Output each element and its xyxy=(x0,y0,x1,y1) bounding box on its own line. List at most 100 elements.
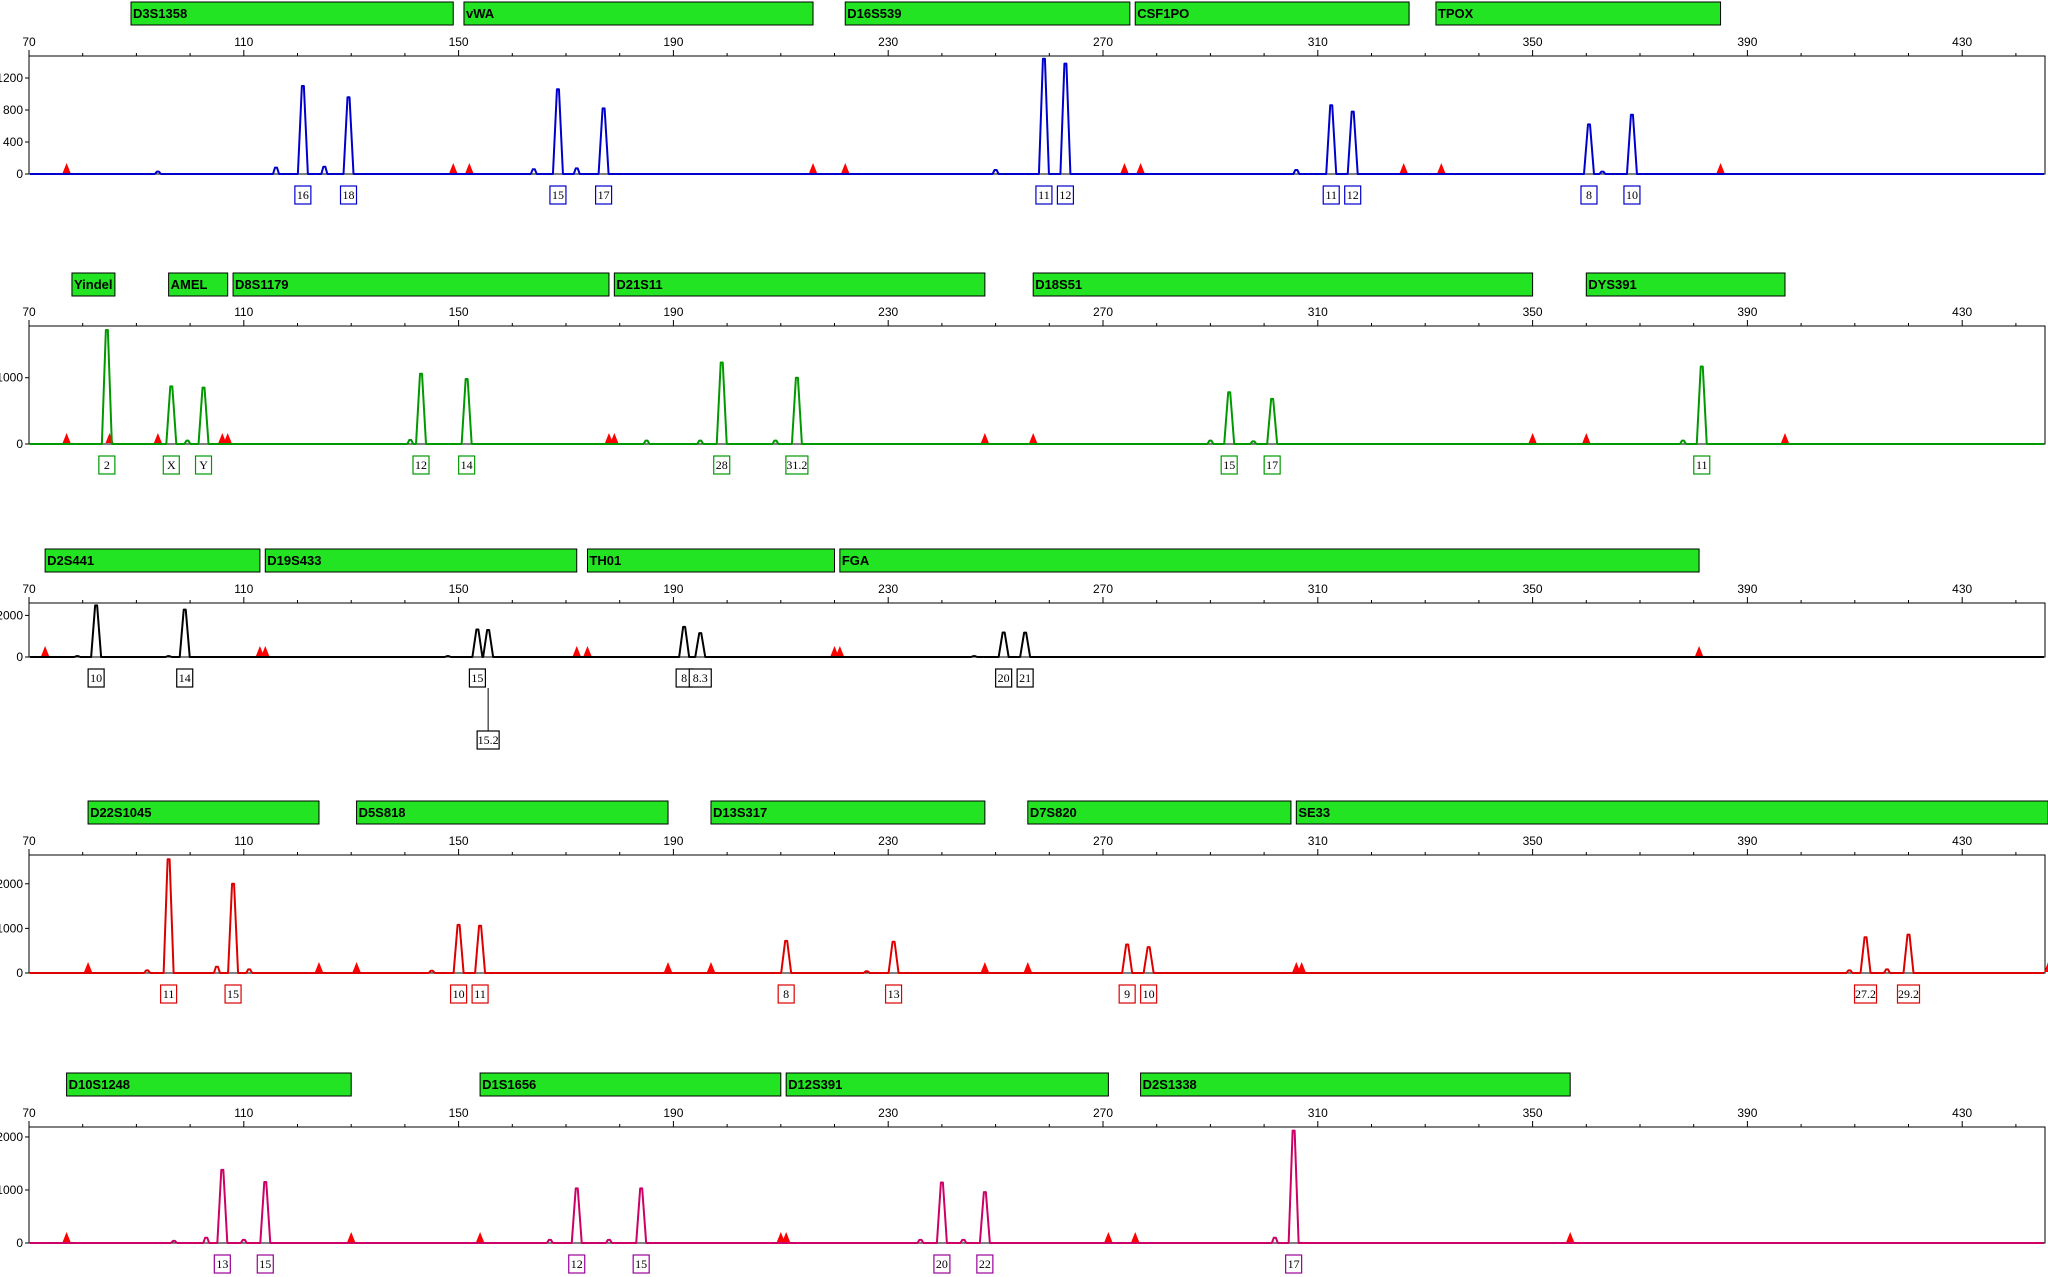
x-tick-label: 230 xyxy=(878,35,898,49)
x-tick-label: 430 xyxy=(1952,582,1972,596)
size-marker xyxy=(830,646,839,656)
allele-call-label: 11 xyxy=(1696,458,1708,472)
x-tick-label: 150 xyxy=(449,582,469,596)
allele-call-box xyxy=(1035,185,1053,205)
x-tick-label: 430 xyxy=(1952,834,1972,848)
locus-bar xyxy=(1140,1072,1571,1097)
x-tick-label: 230 xyxy=(878,582,898,596)
allele-call-box xyxy=(1853,984,1878,1004)
x-tick-label: 110 xyxy=(234,35,253,49)
size-marker xyxy=(782,1232,791,1242)
locus-label: D3S1358 xyxy=(133,6,187,21)
size-marker xyxy=(776,1232,785,1242)
allele-call-box xyxy=(213,1254,231,1274)
x-tick-label: 270 xyxy=(1093,305,1113,319)
allele-call-label: 15 xyxy=(1223,458,1235,472)
allele-call-label: 11 xyxy=(1038,188,1050,202)
locus-label: D21S11 xyxy=(616,277,662,292)
size-marker xyxy=(1437,163,1446,173)
size-marker xyxy=(809,163,818,173)
size-marker xyxy=(610,433,619,443)
x-tick-label: 270 xyxy=(1093,834,1113,848)
locus-label: SE33 xyxy=(1298,805,1330,820)
y-tick-label: 0 xyxy=(16,650,23,664)
trace-line xyxy=(30,328,2044,445)
locus-bar xyxy=(710,800,986,825)
allele-call-label: 12 xyxy=(571,1257,583,1271)
size-marker xyxy=(352,962,361,972)
locus-bar xyxy=(71,272,116,297)
x-tick-label: 390 xyxy=(1737,582,1757,596)
allele-call-label: 15 xyxy=(635,1257,647,1271)
allele-call-box xyxy=(1896,984,1921,1004)
size-marker xyxy=(1716,163,1725,173)
x-tick-label: 150 xyxy=(449,834,469,848)
allele-call-label: 14 xyxy=(461,458,473,472)
locus-label: Yindel xyxy=(74,277,113,292)
size-marker xyxy=(476,1232,485,1242)
x-tick-label: 310 xyxy=(1308,582,1328,596)
trace-line xyxy=(30,604,2044,658)
allele-call-label: 10 xyxy=(90,671,102,685)
allele-call-label: 16 xyxy=(297,188,309,202)
allele-call-label: 20 xyxy=(936,1257,948,1271)
y-tick-label: 0 xyxy=(16,167,23,181)
size-marker xyxy=(1029,433,1038,443)
size-marker xyxy=(84,962,93,972)
allele-call-box xyxy=(458,455,476,475)
locus-label: D5S818 xyxy=(359,805,406,820)
size-marker xyxy=(1136,163,1145,173)
y-tick-label: 0 xyxy=(16,437,23,451)
allele-call-label: 27.2 xyxy=(1855,987,1876,1001)
allele-call-box xyxy=(884,984,903,1004)
locus-bar xyxy=(44,548,261,573)
y-tick-label: 1000 xyxy=(0,1183,23,1197)
y-tick-label: 400 xyxy=(3,135,23,149)
locus-bar xyxy=(586,548,835,573)
allele-call-label: 11 xyxy=(1325,188,1337,202)
y-tick-label: 0 xyxy=(16,1236,23,1250)
trace-line xyxy=(30,1129,2044,1244)
allele-call-label: 11 xyxy=(163,987,175,1001)
size-marker xyxy=(41,646,50,656)
size-marker xyxy=(1695,646,1704,656)
locus-bar xyxy=(1585,272,1786,297)
y-tick-label: 2000 xyxy=(0,1130,23,1144)
plot-frame xyxy=(28,325,2046,445)
size-marker xyxy=(1582,433,1591,443)
x-tick-label: 70 xyxy=(22,35,36,49)
allele-call-box xyxy=(1285,1254,1303,1274)
allele-call-label: 17 xyxy=(1266,458,1278,472)
allele-call-box xyxy=(256,1254,274,1274)
size-marker xyxy=(62,1232,71,1242)
allele-call-box xyxy=(1118,984,1136,1004)
x-tick-label: 230 xyxy=(878,1106,898,1120)
allele-call-box xyxy=(995,668,1013,688)
size-marker xyxy=(1297,962,1306,972)
size-marker xyxy=(841,163,850,173)
locus-bar xyxy=(1435,1,1722,26)
y-tick-label: 1200 xyxy=(0,71,23,85)
locus-label: TH01 xyxy=(589,553,621,568)
allele-call-box xyxy=(224,984,242,1004)
x-tick-label: 230 xyxy=(878,834,898,848)
locus-label: DYS391 xyxy=(1588,277,1636,292)
allele-call-box xyxy=(785,455,809,475)
allele-call-label: 22 xyxy=(979,1257,991,1271)
locus-bar xyxy=(1032,272,1534,297)
locus-bar xyxy=(839,548,1700,573)
x-tick-label: 310 xyxy=(1308,305,1328,319)
x-tick-label: 430 xyxy=(1952,35,1972,49)
allele-call-box xyxy=(688,668,712,688)
locus-label: D1S1656 xyxy=(482,1077,536,1092)
locus-bar xyxy=(87,800,320,825)
size-marker xyxy=(1120,163,1129,173)
size-marker xyxy=(1131,1232,1140,1242)
x-tick-label: 150 xyxy=(449,1106,469,1120)
allele-call-box xyxy=(976,1254,994,1274)
locus-bar xyxy=(1295,800,2048,825)
x-tick-label: 350 xyxy=(1523,834,1543,848)
allele-call-label: 18 xyxy=(343,188,355,202)
size-marker xyxy=(255,646,264,656)
size-marker xyxy=(604,433,613,443)
